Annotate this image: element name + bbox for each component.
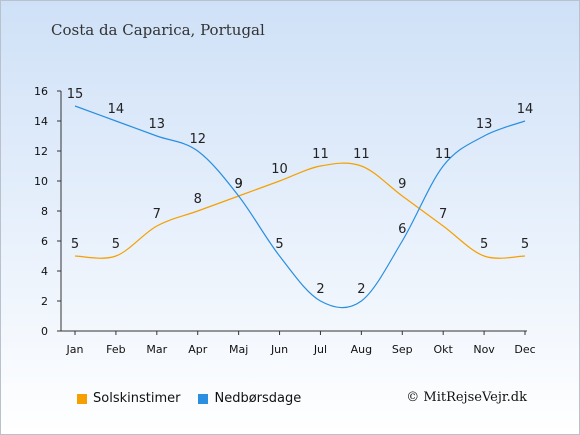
data-label-nedborsdage-jan: 15 [67, 87, 84, 102]
x-tick-label-jul: Jul [313, 343, 327, 356]
data-label-solskinstimer-dec: 5 [521, 237, 529, 252]
legend-swatch-nedborsdage [198, 393, 209, 404]
x-tick-label-okt: Okt [434, 343, 454, 356]
x-tick-label-feb: Feb [106, 343, 125, 356]
data-label-nedborsdage-maj: 9 [234, 177, 242, 192]
series-line-nedborsdage [74, 105, 526, 309]
y-tick-label-6: 6 [41, 235, 48, 248]
x-tick-label-apr: Apr [188, 343, 208, 356]
data-label-nedborsdage-nov: 13 [476, 117, 493, 132]
data-label-solskinstimer-feb: 5 [112, 237, 120, 252]
data-label-solskinstimer-aug: 11 [353, 147, 370, 162]
data-label-nedborsdage-jul: 2 [316, 282, 324, 297]
data-label-solskinstimer-jan: 5 [71, 237, 79, 252]
y-tick-label-4: 4 [41, 265, 48, 278]
legend-label-solskinstimer: Solskinstimer [93, 391, 181, 406]
legend-swatch-solskinstimer [77, 393, 87, 404]
data-label-solskinstimer-nov: 5 [480, 237, 488, 252]
series-line-solskinstimer [74, 162, 526, 259]
data-label-nedborsdage-apr: 12 [189, 132, 206, 147]
data-label-nedborsdage-jun: 5 [275, 237, 283, 252]
data-label-solskinstimer-jun: 10 [271, 162, 288, 177]
copyright-text: © MitRejseVejr.dk [406, 390, 527, 405]
y-tick-label-0: 0 [41, 325, 48, 338]
y-tick-label-10: 10 [34, 175, 48, 188]
legend-item-solskinstimer: Solskinstimer [77, 391, 180, 406]
x-tick-label-mar: Mar [146, 343, 167, 356]
data-label-nedborsdage-aug: 2 [357, 282, 365, 297]
data-label-solskinstimer-mar: 7 [153, 207, 161, 222]
x-tick-label-sep: Sep [392, 343, 413, 356]
data-label-solskinstimer-okt: 7 [439, 207, 447, 222]
data-label-nedborsdage-okt: 11 [435, 147, 452, 162]
data-label-solskinstimer-maj: 9 [234, 177, 242, 192]
data-label-solskinstimer-jul: 11 [312, 147, 329, 162]
data-label-nedborsdage-feb: 14 [108, 102, 125, 117]
legend-item-nedborsdage: Nedbørsdage [198, 391, 301, 406]
data-label-nedborsdage-mar: 13 [149, 117, 166, 132]
data-label-nedborsdage-sep: 6 [398, 222, 406, 237]
data-label-solskinstimer-sep: 9 [398, 177, 406, 192]
x-tick-label-maj: Maj [229, 343, 248, 356]
x-tick-label-nov: Nov [473, 343, 495, 356]
data-label-solskinstimer-apr: 8 [194, 192, 202, 207]
y-tick-label-16: 16 [34, 85, 48, 98]
chart-title: Costa da Caparica, Portugal [51, 21, 265, 39]
y-tick-label-8: 8 [41, 205, 48, 218]
legend-label-nedborsdage: Nedbørsdage [214, 391, 302, 406]
y-tick-label-12: 12 [34, 145, 48, 158]
y-tick-label-2: 2 [41, 295, 48, 308]
x-tick-label-dec: Dec [514, 343, 535, 356]
data-label-nedborsdage-dec: 14 [517, 102, 534, 117]
x-tick-label-aug: Aug [351, 343, 372, 356]
legend: Solskinstimer Nedbørsdage [77, 391, 301, 406]
x-tick-label-jan: Jan [66, 343, 84, 356]
x-tick-label-jun: Jun [270, 343, 288, 356]
y-tick-label-14: 14 [34, 115, 48, 128]
